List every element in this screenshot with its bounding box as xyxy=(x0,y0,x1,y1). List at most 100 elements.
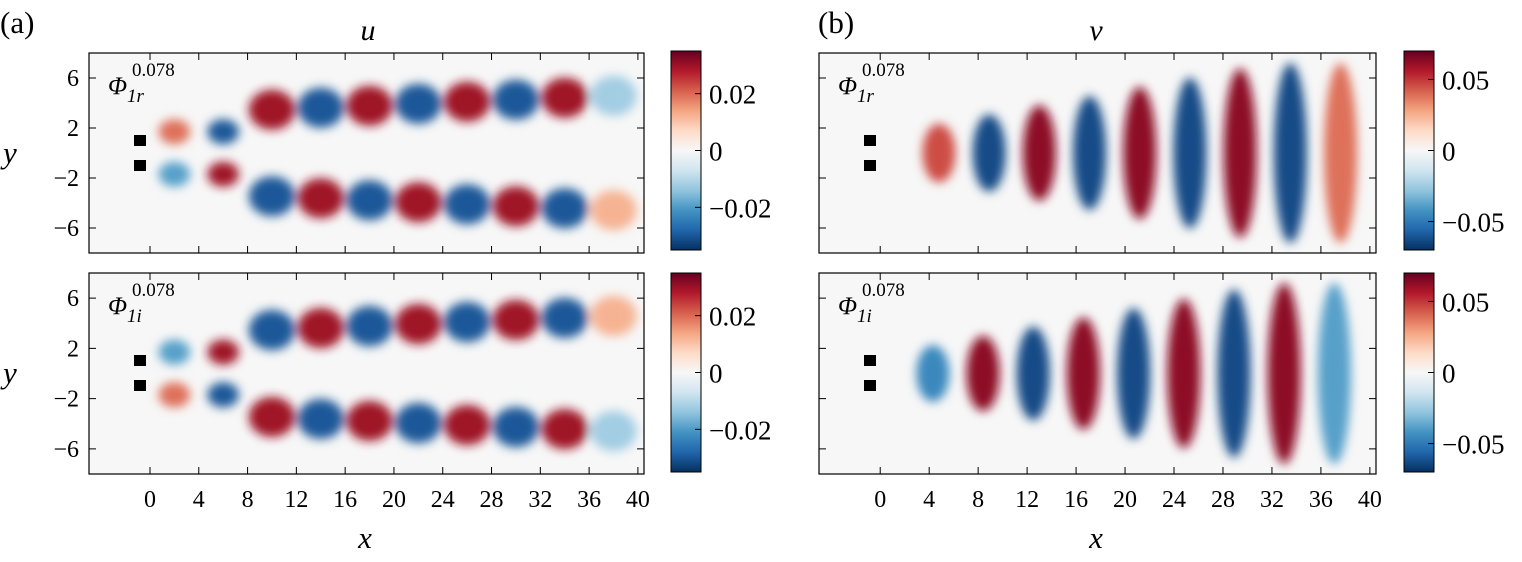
colorbar-gradient xyxy=(1403,272,1435,473)
field-blob xyxy=(1073,96,1107,210)
plot-b-bottom-frame xyxy=(818,272,1377,475)
field-blob xyxy=(297,178,344,219)
plot-a-bottom-field xyxy=(158,295,637,452)
panel-a: (a) u 62−2−6 Φ1r 0.078 y 0 4 8 12 16 20 24 28 32… xyxy=(0,5,771,555)
field-blob xyxy=(346,305,393,347)
colorbar-a-top: 0.02 0 −0.02 xyxy=(670,50,771,251)
field-blob xyxy=(492,79,540,120)
panel-a-title: u xyxy=(361,14,376,47)
field-blob xyxy=(297,398,344,440)
ylabel-a-bottom: y xyxy=(0,355,17,390)
field-blob xyxy=(922,123,956,183)
field-blob xyxy=(492,299,540,341)
field-blob xyxy=(297,87,344,128)
x-tick-label: 12 xyxy=(1015,487,1039,513)
colorbar-tick-label: −0.02 xyxy=(709,415,771,445)
y-tick-label: 6 xyxy=(67,66,79,92)
field-blob xyxy=(443,301,491,343)
colorbar-tick-label: 0.02 xyxy=(709,302,756,332)
x-tick-label: 16 xyxy=(333,487,357,513)
field-blob xyxy=(1117,308,1151,439)
colorbar-a-bottom: 0.02 0 −0.02 xyxy=(670,272,771,473)
plot-b-top-ticks xyxy=(819,53,1376,253)
field-blob xyxy=(395,182,442,223)
field-blob xyxy=(248,396,296,438)
plot-a-top: 6 2 −2 −6 Φ1r 0.078 y xyxy=(0,52,645,254)
ylabel-a-top: y xyxy=(0,135,17,170)
field-blob xyxy=(395,402,442,444)
colorbar-tick-label: 0 xyxy=(1442,137,1456,167)
field-blob xyxy=(443,184,491,225)
field-blob xyxy=(1016,326,1050,421)
field-blob xyxy=(916,345,950,402)
field-blob xyxy=(972,114,1006,192)
mode-label-a-top: Φ1r xyxy=(108,73,145,107)
cylinder-upper xyxy=(864,135,876,146)
field-blob xyxy=(541,408,588,450)
cylinder-upper xyxy=(134,355,146,366)
plot-b-top-field xyxy=(922,63,1358,243)
field-blob xyxy=(207,161,240,187)
plot-a-bottom-frame xyxy=(88,272,645,475)
mode-symbol: Φ xyxy=(108,73,127,100)
field-blob xyxy=(1217,289,1251,458)
field-blob xyxy=(541,188,588,229)
field-blobs xyxy=(158,75,637,231)
field-blob xyxy=(492,406,540,448)
field-blob xyxy=(1173,77,1207,229)
plot-b-top: Φ1r 0.078 xyxy=(818,52,1377,254)
x-tick-label: 8 xyxy=(242,487,254,513)
cylinder-upper xyxy=(864,355,876,366)
field-blob xyxy=(395,303,442,345)
cylinder-lower xyxy=(134,160,146,171)
mode-sub: 1r xyxy=(127,86,145,107)
y-tick-label: −2 xyxy=(53,166,79,192)
x-tick-label: 32 xyxy=(528,487,552,513)
mode-sup-b-top: 0.078 xyxy=(862,60,905,81)
field-blob xyxy=(1273,63,1307,243)
field-blob xyxy=(1223,68,1257,238)
colorbar-tick-label: 0 xyxy=(709,359,723,389)
field-blob xyxy=(966,335,1000,412)
field-blobs xyxy=(158,295,637,452)
field-blob xyxy=(443,404,491,446)
field-blob xyxy=(492,186,540,227)
field-blob xyxy=(443,81,491,122)
field-blob xyxy=(590,190,637,231)
field-blob xyxy=(248,89,296,130)
field-blob xyxy=(207,119,240,145)
x-tick-label: 16 xyxy=(1064,487,1088,513)
panel-a-label: (a) xyxy=(0,5,34,40)
field-blob xyxy=(1267,283,1301,464)
cylinder-lower xyxy=(134,380,146,391)
plot-a-top-frame xyxy=(88,52,645,254)
field-blob xyxy=(541,297,588,339)
field-blobs xyxy=(916,283,1351,464)
y-tick-label: −6 xyxy=(53,216,79,242)
field-blob xyxy=(297,307,344,349)
plot-b-bottom-ticks: 0 4 8 12 16 20 24 28 32 36 40 xyxy=(819,273,1382,513)
field-blob xyxy=(590,75,637,116)
x-tick-label: 32 xyxy=(1260,487,1284,513)
x-tick-label: 0 xyxy=(874,487,886,513)
field-blob xyxy=(207,339,240,365)
plot-a-bottom-ticks: 0 4 8 12 16 20 24 28 32 36 40 6 2 −2 −6 xyxy=(53,273,650,513)
mode-label-b-bottom: Φ1i xyxy=(838,293,872,327)
plot-a-top-field xyxy=(158,75,637,231)
field-blob xyxy=(207,382,240,408)
field-blob xyxy=(1022,105,1056,201)
plot-a-top-ticks: 6 2 −2 −6 xyxy=(53,53,644,253)
field-blob xyxy=(395,83,442,124)
y-tick-label: −6 xyxy=(53,437,79,463)
mode-sup-a-top: 0.078 xyxy=(132,60,175,81)
plot-b-top-frame xyxy=(818,52,1377,254)
colorbar-tick-label: 0.02 xyxy=(709,80,756,110)
cylinder-upper xyxy=(134,135,146,146)
x-tick-label: 36 xyxy=(577,487,601,513)
colorbar-tick-label: 0 xyxy=(709,137,723,167)
mode-symbol: Φ xyxy=(108,293,127,320)
x-tick-label: 24 xyxy=(431,487,455,513)
mode-sub: 1i xyxy=(127,306,142,327)
field-blob xyxy=(1323,63,1358,243)
field-blob xyxy=(158,161,191,187)
